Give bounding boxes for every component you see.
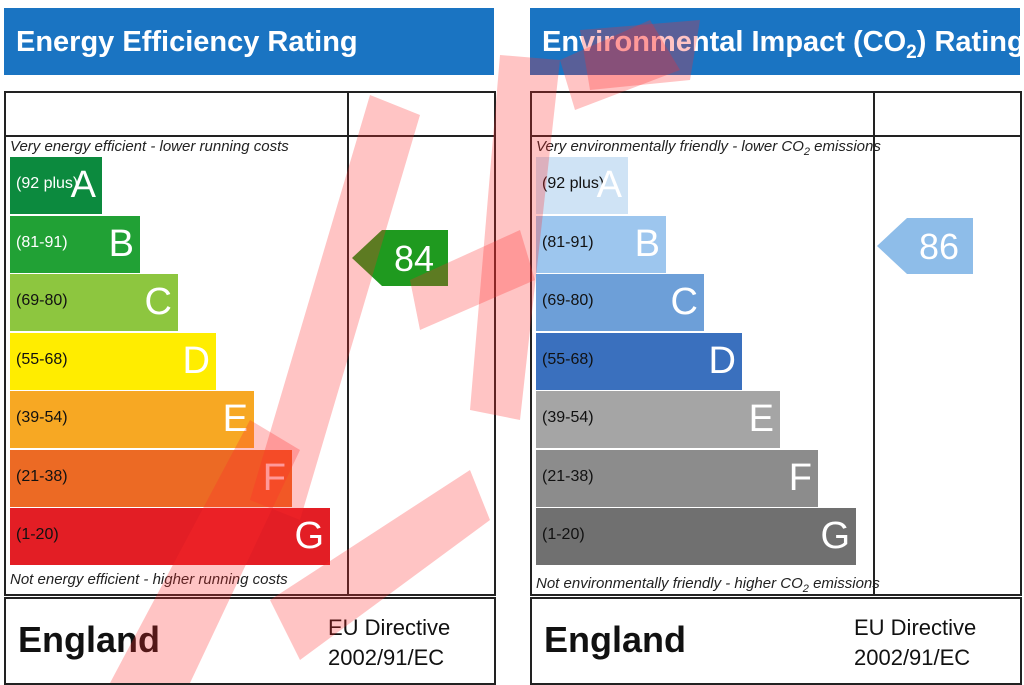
band-letter: B (634, 222, 660, 265)
rating-band-g: (1-20) G (10, 508, 330, 565)
energy-note-top: Very energy efficient - lower running co… (10, 138, 289, 155)
rating-band-e: (39-54) E (536, 391, 780, 448)
band-letter: C (670, 281, 698, 323)
band-range: (39-54) (16, 409, 68, 426)
directive-line1: EU Directive (854, 615, 977, 640)
band-letter: D (182, 339, 210, 382)
band-range: (55-68) (16, 350, 68, 368)
band-range: (39-54) (542, 409, 594, 426)
band-letter: F (262, 456, 286, 499)
band-letter: B (108, 222, 134, 265)
band-letter: E (748, 398, 774, 440)
band-range: (81-91) (542, 233, 594, 251)
directive-line2: 2002/91/EC (328, 645, 445, 670)
energy-title: Energy Efficiency Rating (16, 26, 358, 58)
rating-band-f: (21-38) F (536, 449, 818, 507)
rating-band-c: (69-80) C (10, 274, 178, 331)
rating-band-b: (81-91) B (10, 215, 140, 273)
directive-line2: 2002/91/EC (854, 645, 971, 670)
column-divider (347, 93, 349, 594)
band-range: (1-20) (542, 526, 585, 543)
energy-country: England (18, 619, 160, 660)
energy-footer: England EU Directive 2002/91/EC (4, 597, 496, 685)
band-letter: F (788, 456, 812, 499)
environment-note-bottom: Not environmentally friendly - higher CO… (536, 575, 880, 595)
rating-band-a: (92 plus) A (536, 157, 628, 214)
band-range: (21-38) (542, 467, 594, 485)
band-range: (55-68) (542, 350, 594, 368)
energy-chart-box: Very energy efficient - lower running co… (4, 91, 496, 596)
band-range: (92 plus) (542, 175, 605, 192)
band-range: (1-20) (16, 526, 59, 543)
rating-band-c: (69-80) C (536, 274, 704, 331)
rating-band-d: (55-68) D (10, 332, 216, 390)
rating-band-b: (81-91) B (536, 215, 666, 273)
band-letter: E (222, 398, 248, 440)
band-range: (69-80) (16, 292, 68, 309)
environment-note-top: Very environmentally friendly - lower CO… (536, 138, 881, 158)
environment-country: England (544, 619, 686, 660)
directive-line1: EU Directive (328, 615, 451, 640)
column-divider (873, 93, 875, 594)
rating-band-g: (1-20) G (536, 508, 856, 565)
environment-header: Environmental Impact (CO2) Rating (530, 8, 1024, 75)
energy-current-arrow: 84 (352, 230, 448, 286)
rating-band-a: (92 plus) A (10, 157, 102, 214)
energy-header: Energy Efficiency Rating (4, 8, 494, 75)
band-letter: G (294, 515, 324, 557)
environment-current-arrow: 86 (877, 218, 973, 274)
energy-current-rating: 84 (394, 238, 434, 279)
rating-band-e: (39-54) E (10, 391, 254, 448)
header-row-divider (532, 135, 1020, 137)
energy-efficiency-panel: Energy Efficiency Rating Very energy eff… (4, 0, 496, 685)
energy-directive: EU Directive 2002/91/EC (328, 613, 450, 673)
environmental-impact-panel: Environmental Impact (CO2) Rating Very e… (530, 0, 1024, 685)
band-letter: C (144, 281, 172, 323)
rating-band-f: (21-38) F (10, 449, 292, 507)
band-letter: A (596, 164, 622, 206)
band-letter: G (820, 515, 850, 557)
rating-band-d: (55-68) D (536, 332, 742, 390)
header-row-divider (6, 135, 494, 137)
band-range: (21-38) (16, 467, 68, 485)
environment-title: Environmental Impact (CO2) Rating (542, 26, 1024, 63)
band-range: (81-91) (16, 233, 68, 251)
band-range: (92 plus) (16, 175, 79, 192)
energy-note-bottom: Not energy efficient - higher running co… (10, 571, 288, 588)
environment-chart-box: Very environmentally friendly - lower CO… (530, 91, 1022, 596)
environment-footer: England EU Directive 2002/91/EC (530, 597, 1022, 685)
environment-current-rating: 86 (919, 226, 959, 267)
environment-directive: EU Directive 2002/91/EC (854, 613, 976, 673)
band-letter: D (708, 339, 736, 382)
band-letter: A (70, 164, 96, 206)
band-range: (69-80) (542, 292, 594, 309)
